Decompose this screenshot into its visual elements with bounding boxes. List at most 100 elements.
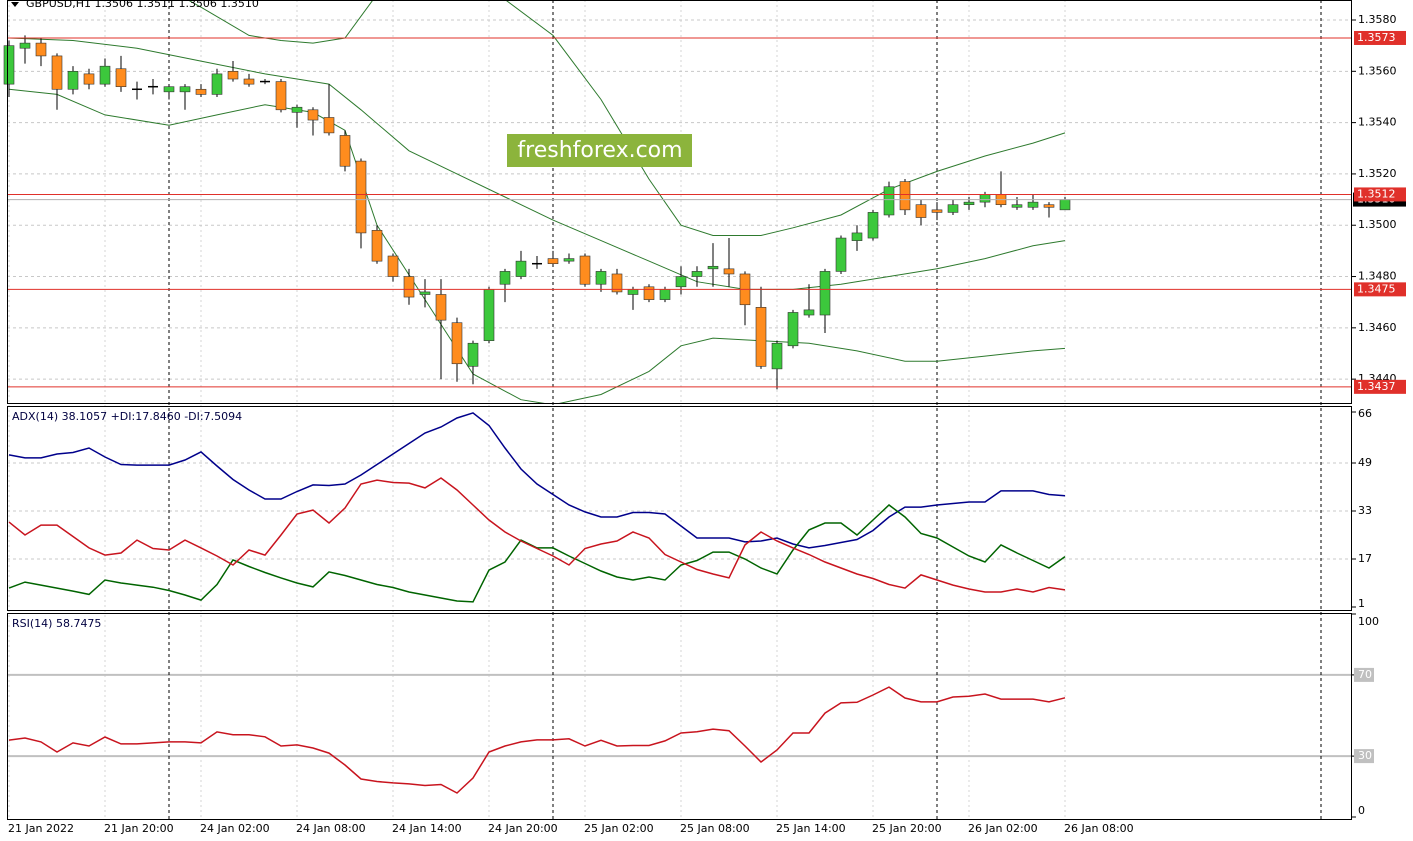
candle-body bbox=[483, 289, 495, 341]
main-panel bbox=[7, 0, 1352, 404]
candle-body bbox=[195, 88, 207, 95]
price-axis bbox=[1352, 0, 1413, 820]
y-tick-label: 1.3460 bbox=[1358, 321, 1397, 334]
y-tick-label: 1 bbox=[1358, 597, 1365, 610]
x-tick-label: 24 Jan 08:00 bbox=[296, 822, 366, 835]
level-label-box bbox=[1354, 282, 1406, 297]
candle-body bbox=[163, 86, 175, 93]
candle-body bbox=[611, 273, 623, 293]
candle-body bbox=[435, 294, 447, 321]
candle-body bbox=[1011, 204, 1023, 208]
candle-body bbox=[179, 86, 191, 93]
candle-body bbox=[691, 271, 703, 277]
y-tick-label: 1.3580 bbox=[1358, 13, 1397, 26]
x-tick-label: 25 Jan 20:00 bbox=[872, 822, 942, 835]
candle-body bbox=[883, 186, 895, 216]
candle-body bbox=[291, 106, 303, 113]
candle-body bbox=[851, 232, 863, 241]
candle-body bbox=[915, 204, 927, 218]
candle-body bbox=[899, 181, 911, 211]
rsi-panel bbox=[7, 613, 1352, 820]
candle-body bbox=[323, 117, 335, 134]
candle-body bbox=[83, 73, 95, 85]
candle-body bbox=[803, 309, 815, 316]
level-label-box bbox=[1354, 749, 1374, 764]
candle-body bbox=[595, 271, 607, 285]
candle-body bbox=[51, 55, 63, 90]
day-separators bbox=[168, 0, 1322, 819]
level-label: 1.3573 bbox=[1357, 31, 1396, 44]
x-tick-label: 25 Jan 02:00 bbox=[584, 822, 654, 835]
rsi-header: RSI(14) 58.7475 bbox=[12, 617, 101, 630]
candle-body bbox=[451, 322, 463, 365]
x-tick-label: 26 Jan 08:00 bbox=[1064, 822, 1134, 835]
watermark-text: freshforex.com bbox=[517, 138, 682, 163]
candle-body bbox=[723, 268, 735, 275]
candle-body bbox=[867, 212, 879, 239]
x-tick-label: 24 Jan 20:00 bbox=[488, 822, 558, 835]
candle-body bbox=[819, 271, 831, 316]
panel-frames bbox=[7, 0, 1352, 820]
candle-body bbox=[211, 73, 223, 95]
line-series bbox=[187, 0, 1066, 236]
candle-body bbox=[755, 307, 767, 367]
adx-header: ADX(14) 38.1057 +DI:17.8460 -DI:7.5094 bbox=[12, 410, 242, 423]
candle-body bbox=[963, 201, 975, 206]
candle-body bbox=[99, 65, 111, 85]
candle-body bbox=[1059, 199, 1071, 211]
y-tick-label: 30 bbox=[1358, 749, 1372, 762]
candle-body bbox=[307, 109, 319, 121]
adx-panel bbox=[7, 406, 1352, 611]
candle-body bbox=[467, 342, 479, 367]
level-label: 1.3437 bbox=[1357, 380, 1396, 393]
y-tick-label: 70 bbox=[1358, 668, 1372, 681]
candle-body bbox=[787, 312, 799, 347]
y-tick-label: 1.3520 bbox=[1358, 167, 1397, 180]
candle-body bbox=[243, 78, 255, 85]
x-tick-label: 25 Jan 14:00 bbox=[776, 822, 846, 835]
level-label-box bbox=[1354, 667, 1374, 682]
y-tick-label: 17 bbox=[1358, 552, 1372, 565]
candle-body bbox=[355, 160, 367, 234]
watermark: freshforex.com bbox=[507, 134, 692, 167]
candle-body bbox=[1027, 201, 1039, 208]
candle-body bbox=[547, 258, 559, 265]
y-tick-label: 0 bbox=[1358, 804, 1365, 817]
candle-body bbox=[419, 291, 431, 295]
candle-body bbox=[339, 135, 351, 167]
level-label-box bbox=[1354, 187, 1406, 202]
y-tick-label: 1.3500 bbox=[1358, 218, 1397, 231]
line-series bbox=[8, 412, 1066, 549]
candle-body bbox=[1043, 204, 1055, 208]
y-tick-label: 1.3540 bbox=[1358, 116, 1397, 129]
candle-body bbox=[771, 342, 783, 370]
y-tick-label: 1.3560 bbox=[1358, 64, 1397, 77]
x-tick-label: 21 Jan 2022 bbox=[8, 822, 74, 835]
candle-body bbox=[227, 71, 239, 80]
level-label-box bbox=[1354, 30, 1406, 45]
candle-body bbox=[3, 45, 15, 85]
x-tick-label: 24 Jan 02:00 bbox=[200, 822, 270, 835]
candle-body bbox=[275, 81, 287, 111]
candle-body bbox=[947, 204, 959, 213]
menu-arrow[interactable] bbox=[11, 2, 19, 7]
candle-body bbox=[387, 255, 399, 277]
candle-body bbox=[707, 265, 719, 270]
candle-body bbox=[627, 289, 639, 295]
y-tick-label: 1.3480 bbox=[1358, 270, 1397, 283]
line-series bbox=[8, 686, 1066, 794]
x-tick-label: 26 Jan 02:00 bbox=[968, 822, 1038, 835]
y-tick-label: 100 bbox=[1358, 615, 1379, 628]
candle-body bbox=[499, 271, 511, 285]
y-tick-label: 49 bbox=[1358, 456, 1372, 469]
candle-body bbox=[563, 258, 575, 262]
y-tick-label: 33 bbox=[1358, 504, 1372, 517]
candle-body bbox=[931, 209, 943, 213]
x-tick-label: 21 Jan 20:00 bbox=[104, 822, 174, 835]
candle-body bbox=[35, 42, 47, 57]
candle-body bbox=[659, 289, 671, 300]
level-label: 1.3475 bbox=[1357, 282, 1396, 295]
